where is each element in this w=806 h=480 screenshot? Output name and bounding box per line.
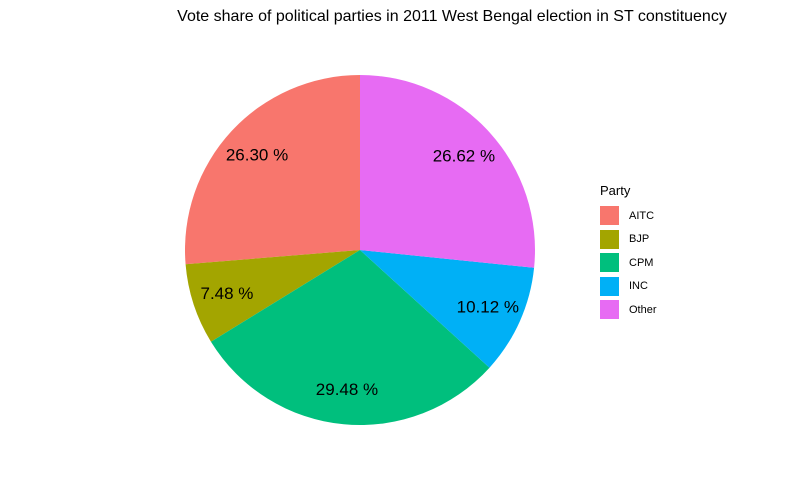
legend-key-other	[600, 300, 619, 320]
legend-key-cpm	[600, 253, 619, 273]
pie-slice-other	[360, 75, 535, 268]
legend-item-cpm: CPM	[600, 251, 657, 275]
legend-item-inc: INC	[600, 275, 657, 299]
pie-slices	[184, 75, 535, 426]
legend-item-bjp: BJP	[600, 228, 657, 252]
pie-slice-inc	[360, 250, 535, 368]
slice-label-inc: 10.12 %	[457, 298, 519, 317]
legend: Party AITC BJP CPM INC Other	[600, 183, 657, 322]
legend-label-bjp: BJP	[629, 233, 650, 246]
legend-item-aitc: AITC	[600, 204, 657, 228]
legend-label-inc: INC	[629, 280, 648, 293]
slice-label-aitc: 26.30 %	[226, 146, 288, 165]
pie-slice-labels: 26.30 % 7.48 % 29.48 % 10.12 % 26.62 %	[200, 146, 519, 399]
legend-key-aitc	[600, 206, 619, 226]
slice-label-bjp: 7.48 %	[200, 284, 253, 303]
pie-slice-aitc	[184, 75, 360, 265]
legend-label-aitc: AITC	[629, 209, 655, 222]
chart-title: Vote share of political parties in 2011 …	[177, 8, 727, 25]
pie-slice-cpm	[210, 250, 490, 426]
pie-slice-bjp	[185, 250, 360, 342]
slice-label-cpm: 29.48 %	[316, 380, 378, 399]
slice-label-other: 26.62 %	[433, 147, 495, 166]
legend-title: Party	[600, 183, 631, 198]
legend-label-cpm: CPM	[629, 256, 654, 269]
legend-items: AITC BJP CPM INC Other	[600, 204, 657, 322]
legend-key-bjp	[600, 229, 619, 249]
legend-label-other: Other	[629, 303, 657, 316]
legend-item-other: Other	[600, 298, 657, 322]
legend-key-inc	[600, 276, 619, 296]
